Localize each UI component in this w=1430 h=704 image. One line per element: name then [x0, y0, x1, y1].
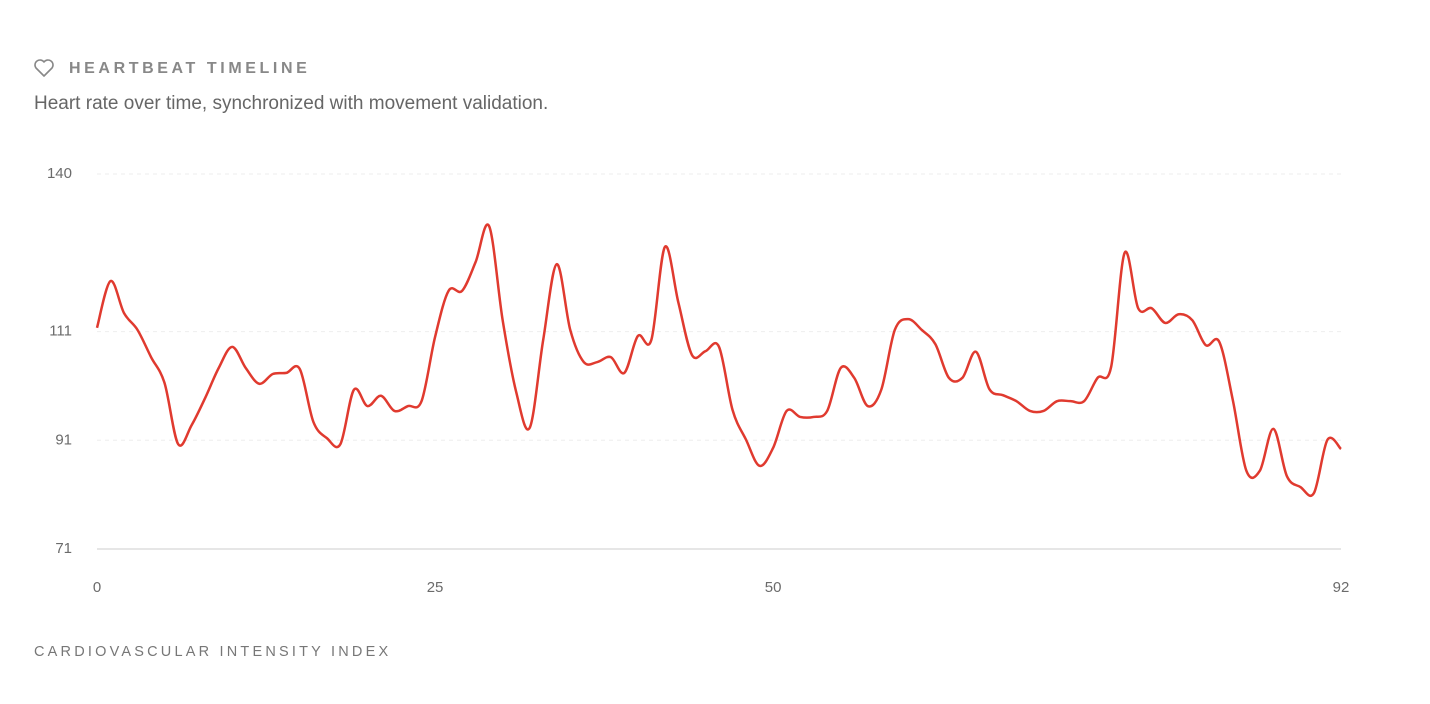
heart-rate-line — [95, 223, 1342, 498]
chart-title: HEARTBEAT TIMELINE — [69, 60, 310, 77]
y-tick-label: 111 — [49, 323, 72, 340]
y-tick-label: 71 — [55, 540, 72, 557]
x-tick-label: 0 — [93, 579, 101, 596]
x-tick-label: 25 — [427, 579, 444, 596]
chart-subtitle: Heart rate over time, synchronized with … — [34, 93, 548, 114]
x-tick-label: 50 — [765, 579, 782, 596]
x-tick-label: 92 — [1333, 579, 1350, 596]
y-tick-label: 91 — [55, 431, 72, 448]
y-tick-label: 140 — [47, 165, 72, 182]
heart-icon — [34, 59, 54, 77]
x-axis-label: CARDIOVASCULAR INTENSITY INDEX — [34, 644, 391, 660]
